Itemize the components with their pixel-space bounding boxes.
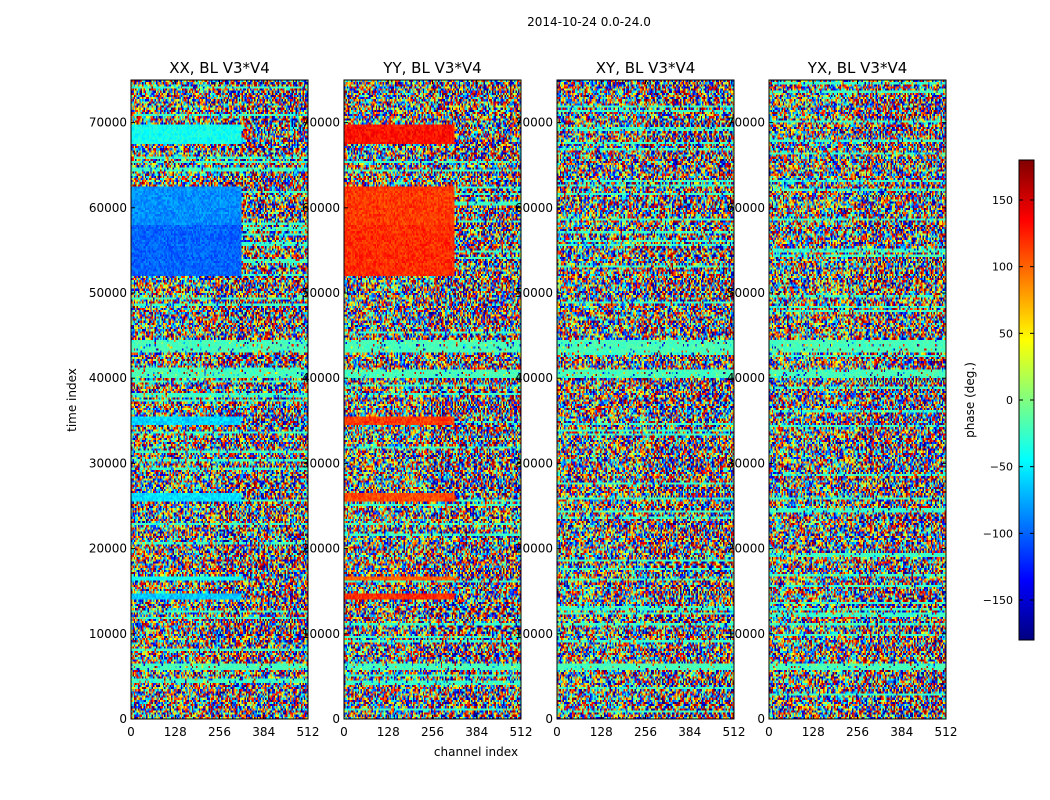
x-tick-label: 256 (846, 725, 869, 739)
x-tick-label: 256 (208, 725, 231, 739)
x-tick-label: 256 (634, 725, 657, 739)
y-tick-label: 20000 (727, 542, 765, 556)
heatmap-image-0 (131, 80, 308, 719)
x-tick-label: 512 (297, 725, 320, 739)
y-tick-label: 30000 (727, 456, 765, 470)
y-tick-label: 40000 (302, 371, 340, 385)
y-tick-label: 50000 (302, 286, 340, 300)
y-tick-label: 50000 (89, 286, 127, 300)
x-tick-label: 128 (590, 725, 613, 739)
figure-suptitle: 2014-10-24 0.0-24.0 (527, 15, 651, 29)
x-tick-label: 384 (890, 725, 913, 739)
y-tick-label: 20000 (89, 542, 127, 556)
colorbar-label: phase (deg.) (963, 362, 977, 438)
y-tick-label: 30000 (89, 456, 127, 470)
colorbar-tick-label: 100 (992, 261, 1013, 274)
x-tick-label: 384 (678, 725, 701, 739)
colorbar-tick-label: −50 (990, 461, 1013, 474)
colorbar-tick-label: 50 (999, 327, 1013, 340)
y-tick-label: 0 (119, 712, 127, 726)
x-tick-label: 384 (252, 725, 275, 739)
y-tick-label: 0 (757, 712, 765, 726)
panel-title-1: YY, BL V3*V4 (382, 59, 481, 77)
colorbar-tick-label: 150 (992, 194, 1013, 207)
x-tick-label: 0 (340, 725, 348, 739)
x-tick-label: 128 (164, 725, 187, 739)
panels: XX, BL V3*V4 0 128 256 384 512 0 10000 20000 3000… (89, 59, 958, 739)
y-tick-label: 70000 (302, 116, 340, 130)
colorbar-tick-label: −150 (983, 594, 1013, 607)
y-tick-label: 70000 (89, 116, 127, 130)
colorbar: −150 −100 −50 0 50 100 150 phase (deg.) (963, 159, 1035, 641)
y-tick-label: 0 (545, 712, 553, 726)
y-tick-label: 10000 (89, 627, 127, 641)
x-tick-label: 128 (802, 725, 825, 739)
x-tick-label: 512 (723, 725, 746, 739)
y-axis-label: time index (65, 368, 79, 432)
panel-0: XX, BL V3*V4 0 128 256 384 512 0 10000 20000 3000… (89, 59, 320, 739)
y-tick-label: 40000 (727, 371, 765, 385)
y-tick-label: 50000 (727, 286, 765, 300)
y-tick-label: 40000 (515, 371, 553, 385)
x-tick-label: 256 (421, 725, 444, 739)
y-tick-label: 70000 (515, 116, 553, 130)
panel-2: XY, BL V3*V4 0 128 256 384 512 0 10000 20000 3000… (515, 59, 746, 739)
y-tick-label: 50000 (515, 286, 553, 300)
x-tick-label: 0 (553, 725, 561, 739)
x-tick-label: 512 (510, 725, 533, 739)
heatmap-image-3 (769, 80, 946, 719)
panel-title-0: XX, BL V3*V4 (169, 59, 270, 77)
panel-1: YY, BL V3*V4 0 128 256 384 512 0 10000 20000 3000… (302, 59, 533, 739)
heatmap-image-1 (344, 80, 521, 719)
y-tick-label: 30000 (515, 456, 553, 470)
y-tick-label: 60000 (302, 201, 340, 215)
x-tick-label: 0 (765, 725, 773, 739)
panel-title-2: XY, BL V3*V4 (596, 59, 696, 77)
y-tick-label: 10000 (515, 627, 553, 641)
y-tick-label: 20000 (515, 542, 553, 556)
y-tick-label: 60000 (89, 201, 127, 215)
y-tick-label: 20000 (302, 542, 340, 556)
x-tick-label: 512 (935, 725, 958, 739)
x-axis-label: channel index (434, 745, 518, 759)
colorbar-tick-label: −100 (983, 527, 1013, 540)
y-tick-label: 0 (332, 712, 340, 726)
y-tick-label: 30000 (302, 456, 340, 470)
x-tick-label: 0 (127, 725, 135, 739)
x-tick-label: 384 (465, 725, 488, 739)
x-tick-label: 128 (377, 725, 400, 739)
heatmap-image-2 (557, 80, 734, 719)
y-tick-label: 60000 (515, 201, 553, 215)
panel-3: YX, BL V3*V4 0 128 256 384 512 0 10000 20000 3000… (727, 59, 958, 739)
y-tick-label: 70000 (727, 116, 765, 130)
y-tick-label: 10000 (727, 627, 765, 641)
y-tick-label: 10000 (302, 627, 340, 641)
colorbar-tick-label: 0 (1006, 394, 1013, 407)
y-tick-label: 60000 (727, 201, 765, 215)
y-tick-label: 40000 (89, 371, 127, 385)
panel-title-3: YX, BL V3*V4 (807, 59, 908, 77)
